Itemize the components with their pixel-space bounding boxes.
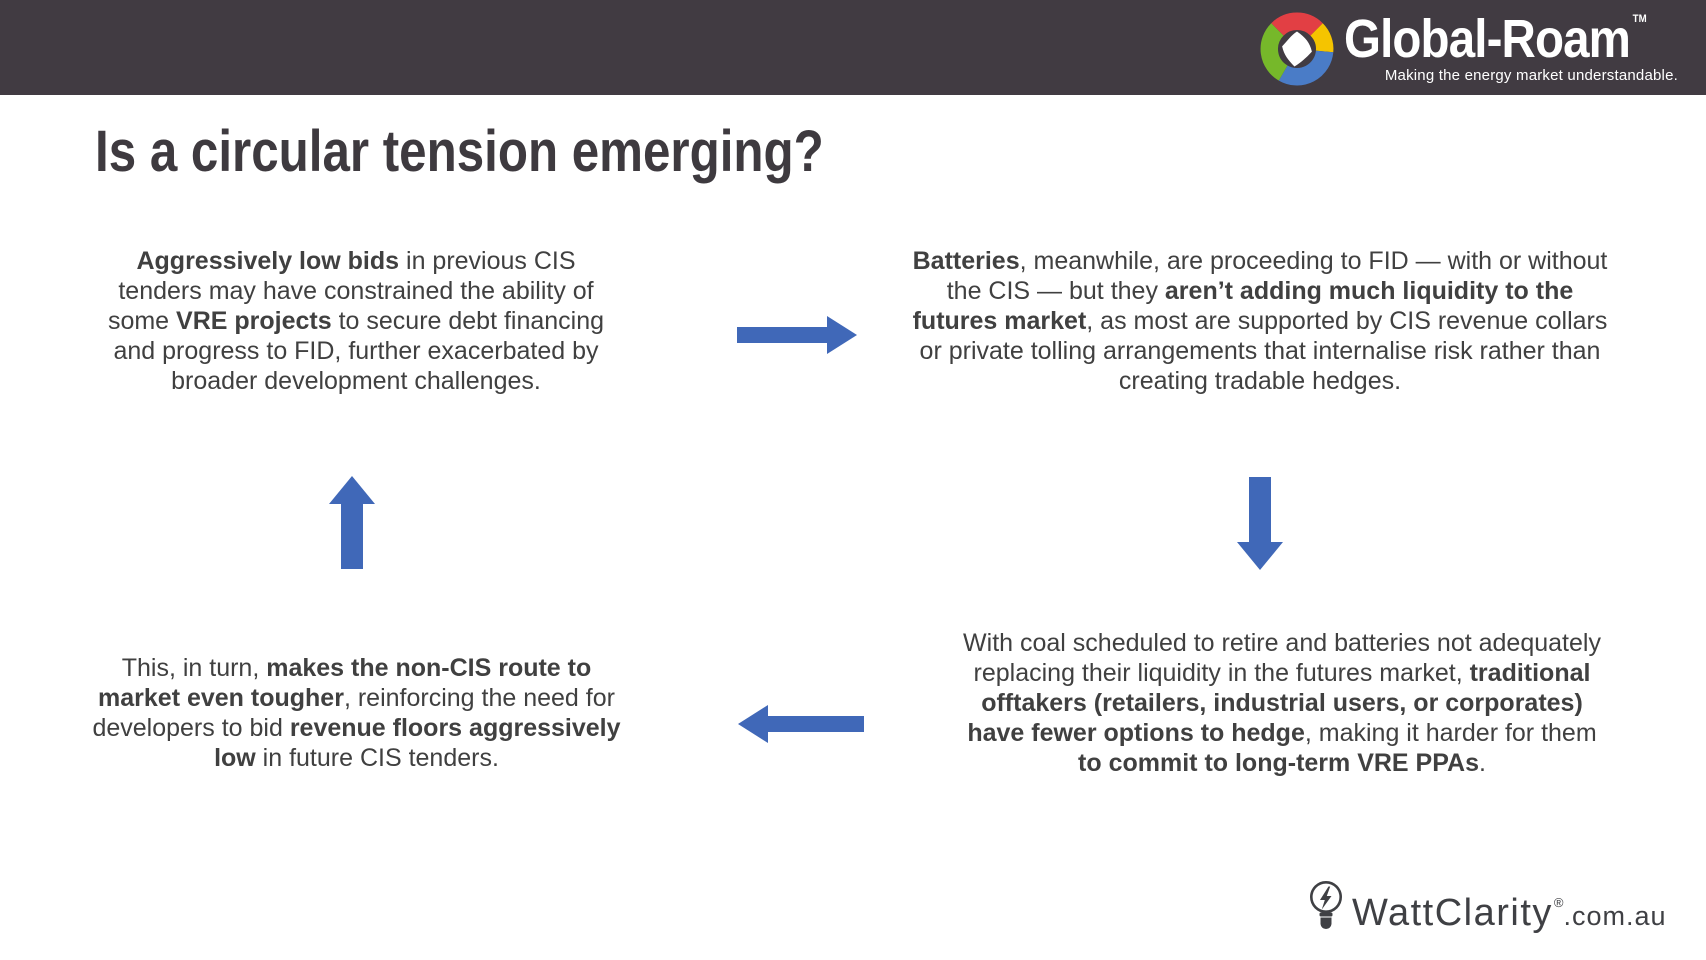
footer-brand-name: WattClarity [1352,892,1553,934]
text-block-bottom-right: With coal scheduled to retire and batter… [962,628,1602,778]
registered-symbol: ® [1553,895,1564,910]
flow-arrow-right-icon [737,316,857,354]
text-block-bottom-left: This, in turn, makes the non-CIS route t… [84,653,629,773]
brand-tagline: Making the energy market understandable. [1384,66,1678,84]
footer-domain-suffix: .com.au [1563,901,1667,931]
brand-name: Global-Roam [1344,8,1631,69]
text-run: , reinforcing the need for developers to… [92,684,622,742]
text-run: , meanwhile, are proceeding to FID — wit… [946,247,1615,305]
trademark-symbol: TM [1632,12,1647,25]
text-run: . [1479,749,1486,777]
text-run: Batteries [912,247,1020,275]
text-run: in previous CIS tenders may have constra… [107,247,601,335]
text-run: in future CIS tenders. [255,744,499,772]
slide-title: Is a circular tension emerging? [95,119,824,184]
text-run: This, in turn, [121,654,267,682]
header-bar: Global-Roam TM Making the energy market … [0,0,1706,95]
flow-arrow-down-icon [1237,477,1283,570]
text-run: With coal scheduled to retire and batter… [963,629,1608,687]
text-block-top-right: Batteries, meanwhile, are proceeding to … [910,246,1610,396]
lightbulb-bolt-icon [1310,881,1342,930]
text-run: , as most are supported by CIS revenue c… [919,307,1615,395]
global-roam-logo-text: Global-Roam TM Making the energy market … [1344,12,1688,84]
text-run: Aggressively low bids [136,247,400,275]
wattclarity-logo-text: WattClarity ® .com.au [1352,894,1667,932]
text-run: revenue floors aggressively low [214,714,628,772]
flow-arrow-up-icon [329,476,375,569]
global-roam-logo: Global-Roam TM Making the energy market … [1258,0,1688,95]
text-run: makes the non-CIS route to market even t… [98,654,599,712]
text-run: to commit to long-term VRE PPAs [1078,749,1479,777]
text-run: aren’t adding much liquidity to the futu… [912,277,1581,335]
text-run: VRE projects [176,307,332,335]
global-roam-ring-icon [1260,12,1334,85]
text-block-top-left: Aggressively low bids in previous CIS te… [101,246,611,396]
wattclarity-logo: WattClarity ® .com.au [1308,880,1667,932]
text-run: traditional offtakers (retailers, indust… [967,659,1598,747]
flow-arrow-left-icon [738,705,864,743]
text-run: to secure debt financing and progress to… [113,307,611,395]
text-run: , making it harder for them [1304,719,1604,747]
